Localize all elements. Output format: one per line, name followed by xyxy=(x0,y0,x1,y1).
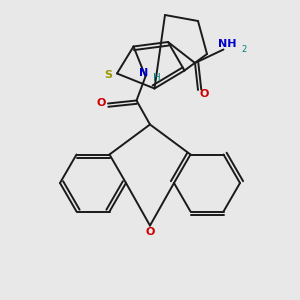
Text: H: H xyxy=(153,73,161,83)
Text: 2: 2 xyxy=(241,45,247,54)
Text: N: N xyxy=(140,68,148,78)
Text: NH: NH xyxy=(218,39,236,49)
Text: O: O xyxy=(97,98,106,109)
Text: O: O xyxy=(200,88,209,99)
Text: S: S xyxy=(105,70,112,80)
Text: O: O xyxy=(145,227,155,237)
